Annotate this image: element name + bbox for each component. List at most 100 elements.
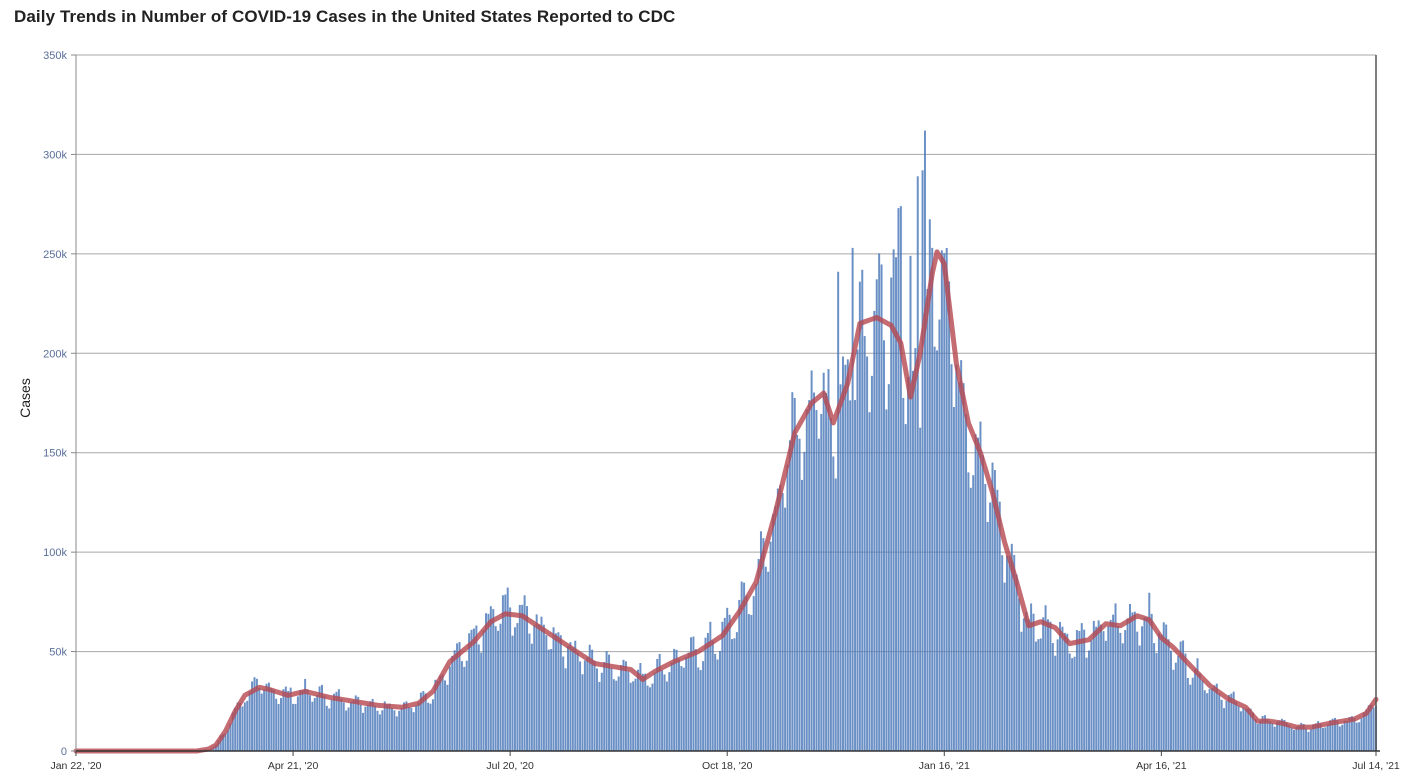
- daily-case-bar: [663, 674, 666, 751]
- daily-case-bar: [1295, 726, 1298, 751]
- daily-case-bar: [723, 617, 726, 751]
- daily-case-bar: [308, 695, 311, 751]
- daily-case-bar: [1145, 617, 1148, 751]
- daily-case-bar: [598, 681, 601, 751]
- daily-case-bar: [1261, 715, 1264, 751]
- daily-case-bar: [1042, 617, 1045, 751]
- daily-case-bar: [1080, 623, 1083, 751]
- y-tick-label: 200k: [43, 348, 67, 360]
- daily-case-bar: [1288, 725, 1291, 751]
- daily-case-bar: [1264, 715, 1267, 751]
- daily-case-bar: [388, 703, 391, 751]
- daily-case-bar: [1170, 650, 1172, 751]
- daily-case-bar: [1276, 721, 1279, 751]
- daily-case-bar: [446, 684, 449, 751]
- daily-case-bar: [615, 680, 618, 751]
- daily-case-bar: [1083, 629, 1086, 751]
- daily-case-bar: [786, 464, 789, 751]
- daily-case-bar: [342, 702, 345, 751]
- daily-case-bar: [518, 604, 521, 751]
- daily-case-bar: [369, 701, 372, 751]
- daily-case-bar: [938, 319, 941, 751]
- daily-case-bar: [875, 279, 878, 751]
- daily-case-bar: [1317, 721, 1320, 751]
- daily-case-bar: [800, 479, 803, 751]
- daily-case-bar: [899, 206, 902, 752]
- daily-case-bar: [540, 616, 543, 751]
- daily-case-bar: [620, 665, 623, 751]
- x-tick-label: Jul 20, '20: [486, 760, 534, 772]
- daily-case-bar: [1223, 708, 1226, 751]
- daily-case-bar: [417, 702, 420, 751]
- daily-case-bar: [1230, 693, 1233, 751]
- daily-case-bar: [453, 650, 456, 751]
- daily-case-bar: [1225, 700, 1228, 751]
- daily-case-bar: [885, 409, 888, 751]
- daily-case-bar: [1167, 639, 1170, 751]
- daily-case-bar: [1259, 720, 1262, 751]
- daily-case-bar: [1153, 643, 1156, 751]
- daily-case-bar: [419, 692, 422, 751]
- daily-case-bar: [1102, 631, 1105, 751]
- daily-case-bar: [1319, 723, 1322, 751]
- daily-case-bar: [661, 670, 664, 751]
- daily-case-bar: [1283, 719, 1286, 751]
- daily-case-bar: [687, 652, 690, 751]
- daily-case-bar: [586, 657, 589, 751]
- daily-case-bar: [299, 690, 302, 751]
- daily-case-bar: [583, 660, 586, 751]
- daily-case-bar: [673, 648, 676, 751]
- daily-case-bar: [477, 644, 480, 751]
- daily-case-bar: [364, 706, 367, 751]
- daily-case-bar: [1138, 645, 1141, 751]
- daily-case-bar: [431, 699, 434, 751]
- daily-case-bar: [499, 623, 502, 751]
- daily-case-bar: [948, 281, 951, 751]
- daily-case-bar: [1305, 728, 1308, 751]
- daily-case-bar: [535, 614, 538, 751]
- daily-case-bar: [528, 633, 531, 751]
- daily-case-bar: [1148, 592, 1151, 751]
- daily-case-bar: [366, 704, 369, 751]
- daily-case-bar: [272, 689, 275, 751]
- daily-case-bar: [1341, 724, 1344, 751]
- daily-case-bar: [1054, 655, 1057, 751]
- daily-case-bar: [856, 349, 859, 751]
- daily-case-bar: [374, 705, 377, 751]
- daily-case-bar: [690, 637, 693, 751]
- x-tick-label: Jul 14, '21: [1352, 760, 1400, 772]
- x-tick-label: Jan 16, '21: [919, 760, 970, 772]
- daily-case-bar: [624, 661, 627, 751]
- daily-case-bar: [726, 607, 729, 751]
- daily-case-bar: [1278, 720, 1281, 751]
- daily-case-bar: [1201, 680, 1204, 751]
- daily-case-bar: [337, 689, 340, 751]
- daily-case-bar: [405, 701, 408, 751]
- daily-case-bar: [521, 604, 524, 751]
- daily-case-bar: [603, 661, 606, 751]
- daily-case-bar: [641, 673, 644, 751]
- daily-case-bar: [1032, 613, 1035, 751]
- daily-case-bar: [460, 661, 463, 751]
- daily-case-bar: [844, 364, 847, 751]
- daily-case-bar: [1030, 603, 1033, 751]
- daily-case-bar: [412, 712, 415, 751]
- daily-case-bar: [974, 434, 977, 751]
- daily-case-bar: [487, 613, 490, 751]
- daily-case-bar: [359, 704, 362, 751]
- daily-case-bar: [1150, 613, 1153, 751]
- gridlines: [76, 54, 1376, 653]
- daily-case-bar: [511, 635, 514, 751]
- daily-case-bar: [1116, 626, 1119, 751]
- daily-case-bar: [827, 369, 830, 751]
- daily-case-bar: [1165, 624, 1168, 751]
- daily-case-bar: [1001, 555, 1004, 751]
- daily-case-bar: [1155, 653, 1158, 751]
- daily-case-bar: [547, 649, 550, 751]
- daily-case-bar: [755, 584, 758, 751]
- daily-case-bar: [919, 427, 922, 751]
- x-tick-label: Apr 21, '20: [268, 760, 319, 772]
- daily-case-bar: [497, 630, 500, 751]
- daily-case-bar: [506, 587, 509, 751]
- daily-case-bar: [694, 649, 697, 751]
